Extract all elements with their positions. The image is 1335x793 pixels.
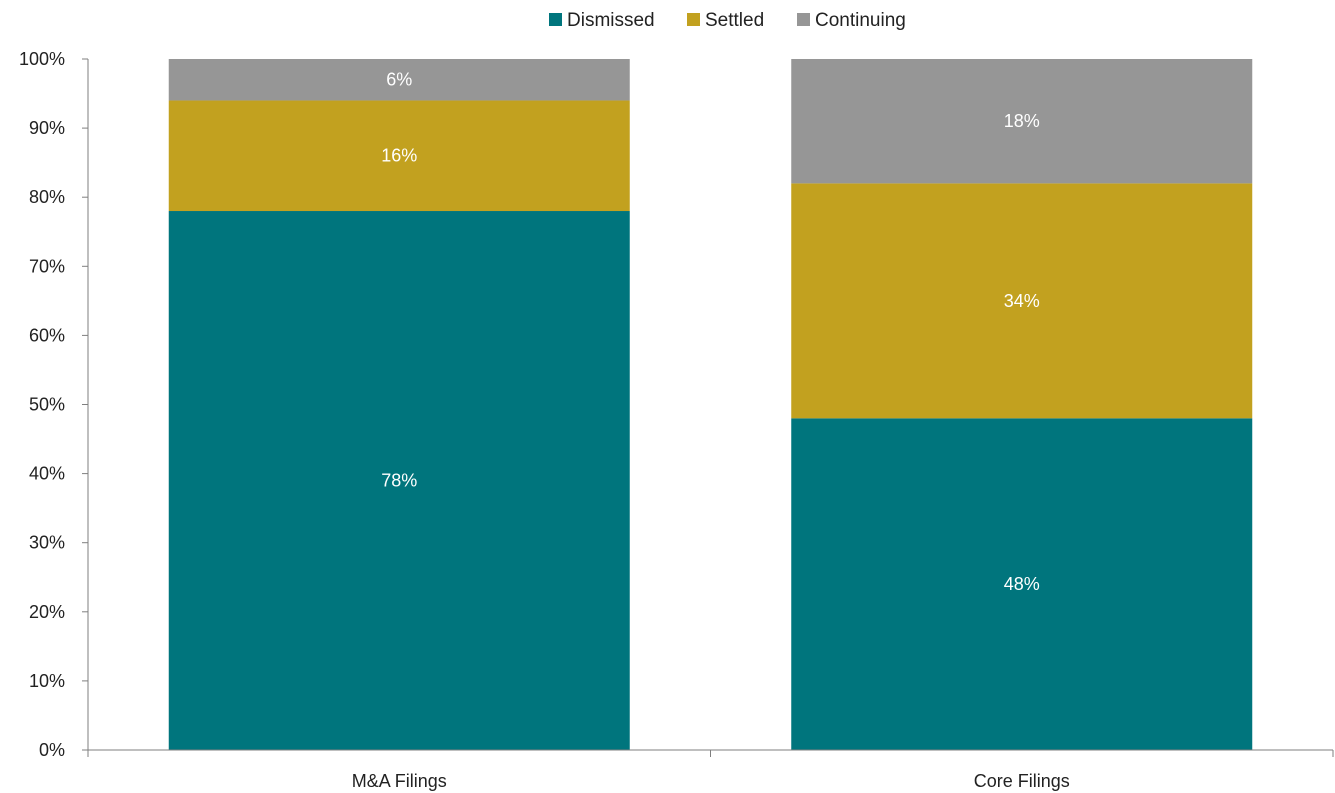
data-label-continuing-1: 18% (1004, 111, 1040, 131)
bar-dismissed-1 (791, 418, 1253, 750)
x-category-label: M&A Filings (352, 771, 447, 791)
y-tick-label: 30% (29, 533, 65, 553)
y-tick-label: 10% (29, 671, 65, 691)
x-axis: M&A Filings Core Filings (87, 749, 1334, 791)
legend-label-dismissed: Dismissed (567, 10, 655, 31)
data-labels: 78% 16% 6% 48% 34% 18% (381, 70, 1040, 594)
legend-swatch-dismissed (549, 13, 562, 26)
legend-label-settled: Settled (705, 10, 764, 31)
legend-label-continuing: Continuing (815, 10, 906, 31)
legend: Dismissed Settled Continuing (549, 10, 906, 31)
y-tick-label: 90% (29, 118, 65, 138)
legend-swatch-continuing (797, 13, 810, 26)
y-tick-label: 80% (29, 187, 65, 207)
bar-settled-0 (168, 100, 630, 212)
y-tick-label: 50% (29, 395, 65, 415)
data-label-dismissed-0: 78% (381, 471, 417, 491)
bar-dismissed-0 (168, 211, 630, 750)
y-tick-label: 70% (29, 256, 65, 276)
y-tick-label: 0% (39, 740, 65, 760)
data-label-settled-1: 34% (1004, 291, 1040, 311)
data-label-settled-0: 16% (381, 146, 417, 166)
bar-continuing-1 (791, 59, 1253, 184)
y-axis: 0% 10% 20% 30% 40% 50% 60% 70% 80% 90% 100% (19, 49, 89, 760)
y-tick-label: 100% (19, 49, 65, 69)
x-category-label: Core Filings (974, 771, 1070, 791)
bar-settled-1 (791, 183, 1253, 419)
legend-swatch-settled (687, 13, 700, 26)
y-tick-label: 40% (29, 464, 65, 484)
bars (168, 59, 1253, 750)
y-tick-label: 20% (29, 602, 65, 622)
data-label-continuing-0: 6% (386, 70, 412, 90)
data-label-dismissed-1: 48% (1004, 574, 1040, 594)
y-tick-label: 60% (29, 325, 65, 345)
bar-continuing-0 (168, 59, 630, 101)
